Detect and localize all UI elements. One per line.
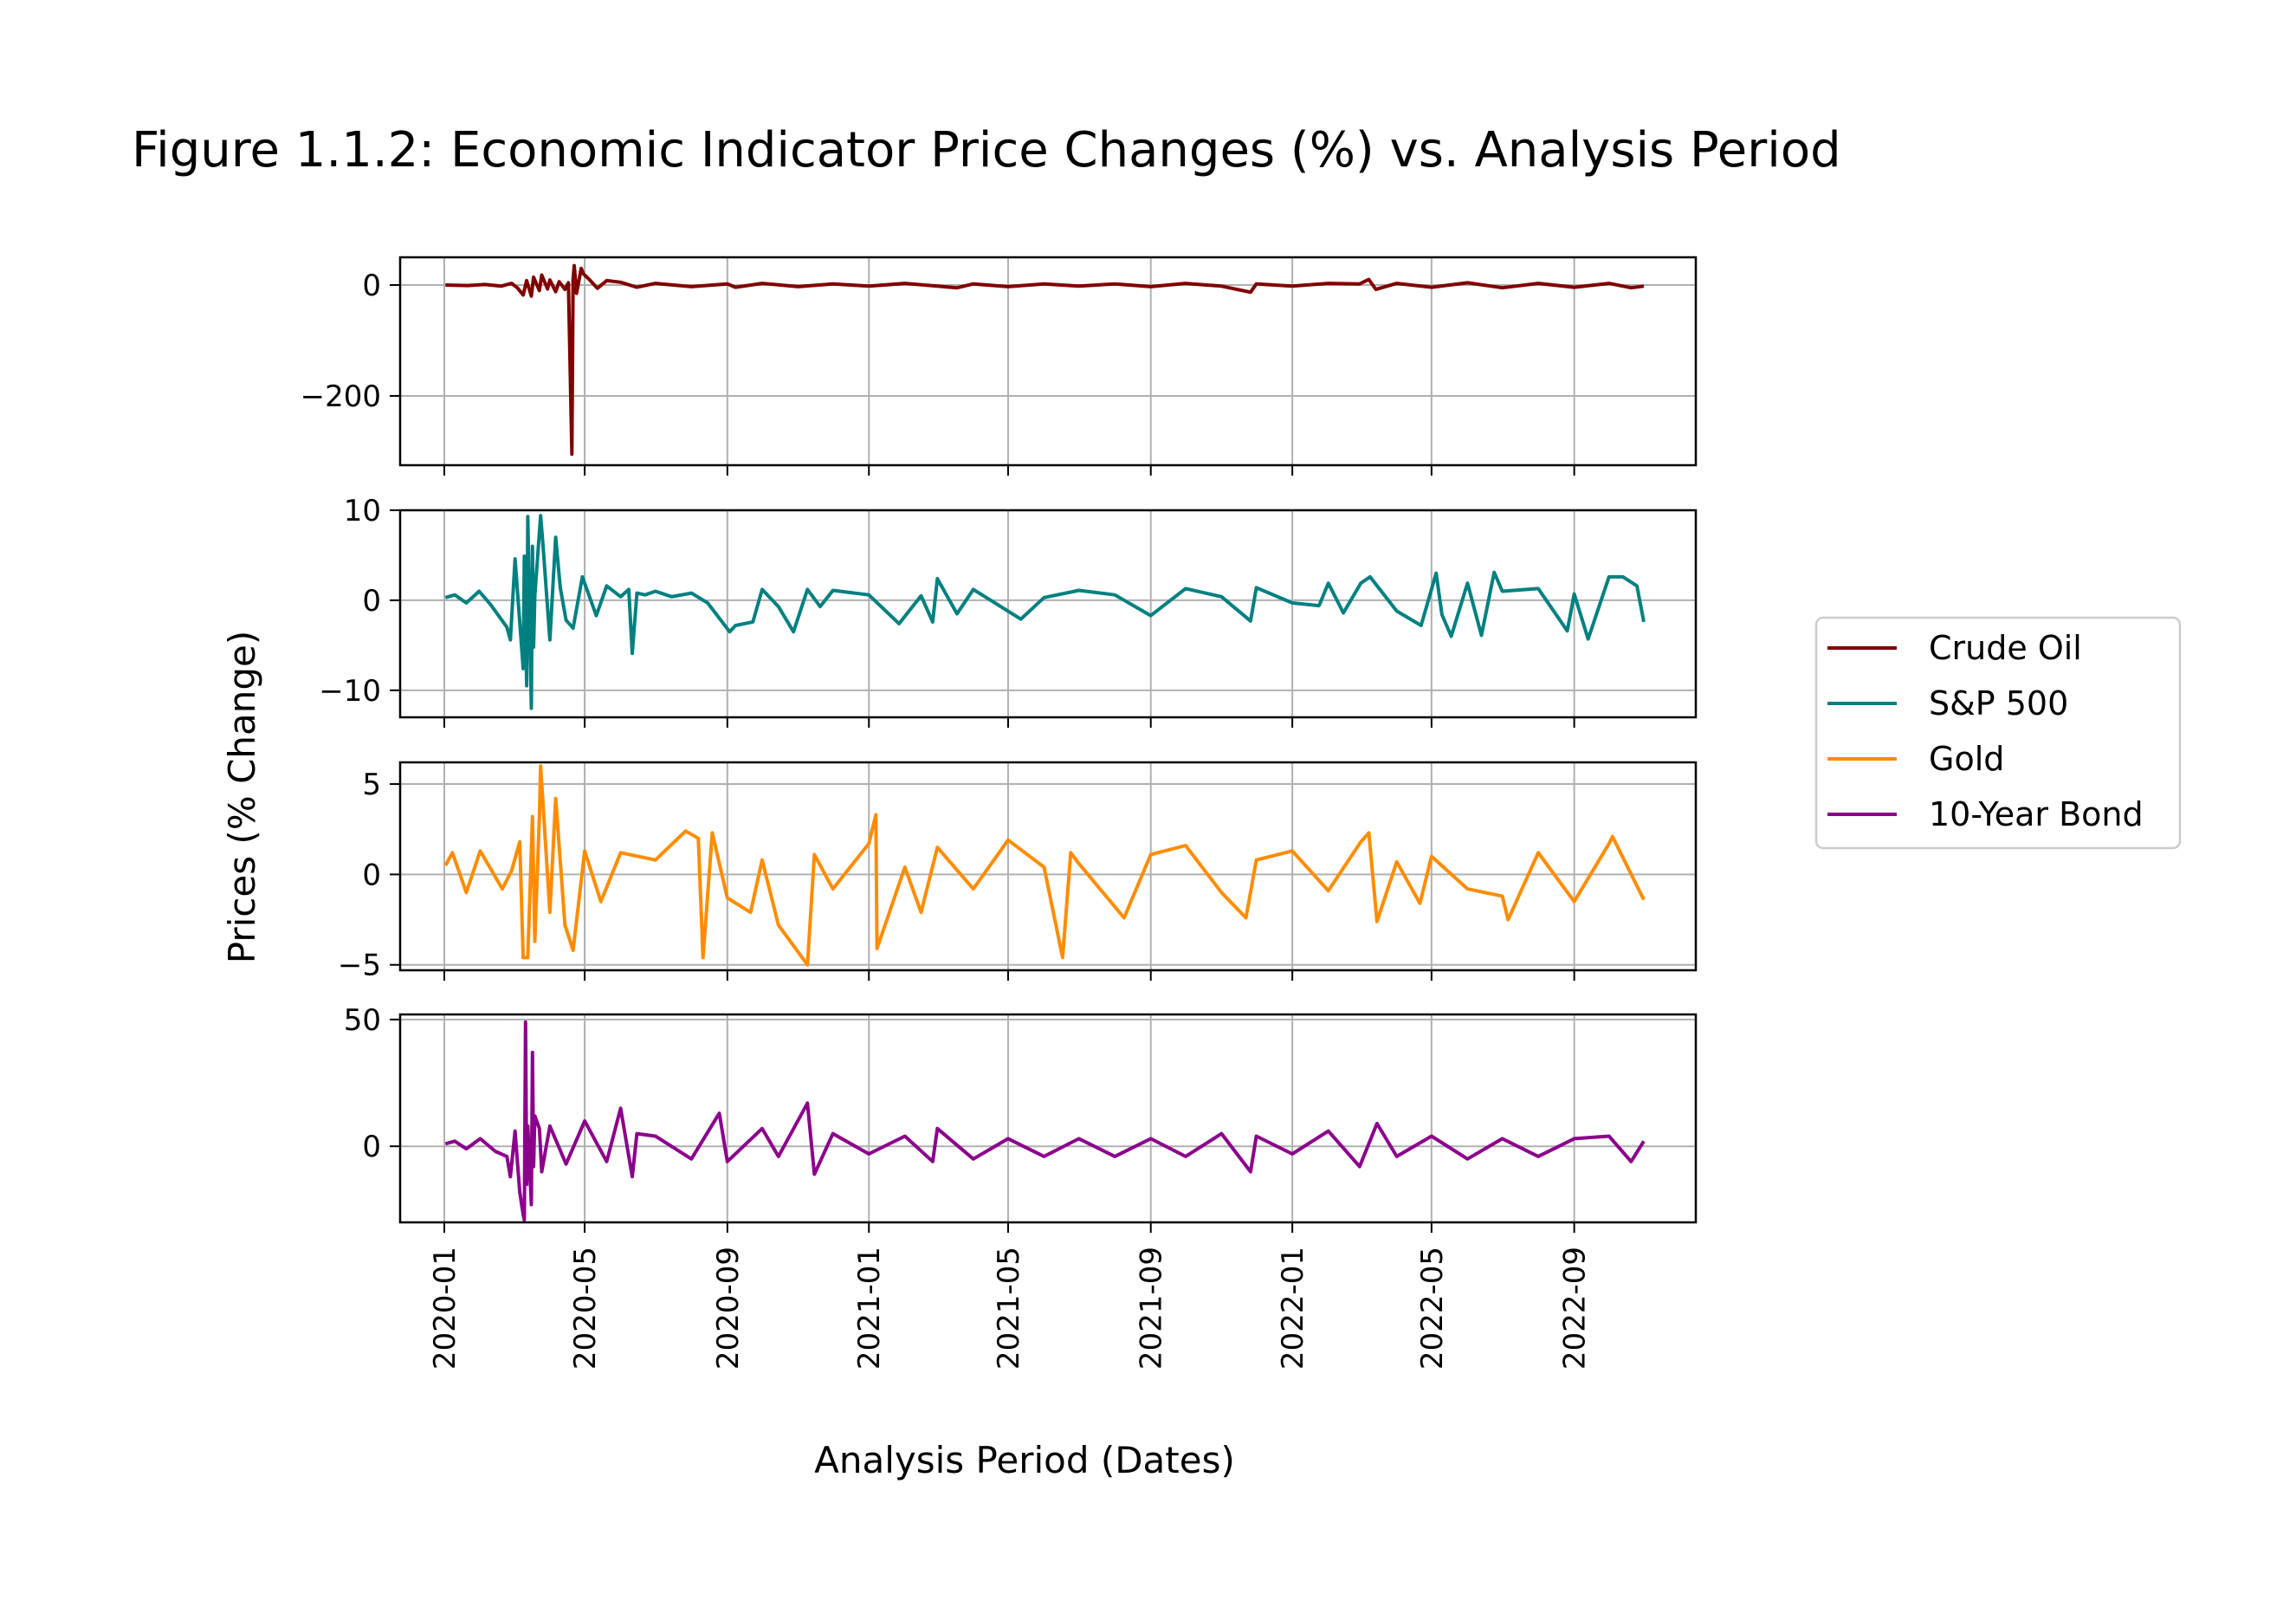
series-line-crude-oil <box>445 263 1645 457</box>
legend-frame <box>1814 616 2182 850</box>
y-tick-label: 0 <box>362 584 381 619</box>
legend-label: Gold <box>1929 740 2004 778</box>
x-tick-label: 2021-09 <box>1135 1247 1169 1370</box>
series-line-gold <box>443 764 1646 967</box>
x-tick-label: 2022-09 <box>1558 1247 1593 1370</box>
series-line-s-p-500 <box>444 514 1646 710</box>
y-tick-label: −10 <box>319 674 381 709</box>
x-tick-label: 2020-09 <box>711 1247 746 1370</box>
x-tick-label: 2021-05 <box>992 1247 1026 1370</box>
y-tick-label: 50 <box>344 1003 381 1038</box>
y-tick-label: −5 <box>338 949 381 983</box>
y-tick-label: 10 <box>344 494 381 528</box>
x-tick-label: 2020-05 <box>568 1247 603 1370</box>
subplot-2: 10 0 −10 <box>319 494 1698 728</box>
x-tick-label: 2021-01 <box>852 1247 887 1370</box>
subplot-1: 0 −200 <box>301 256 1698 476</box>
subplot-4: 50 0 <box>344 1003 1698 1233</box>
x-axis-label: Analysis Period (Dates) <box>814 1439 1235 1481</box>
legend: Crude Oil S&P 500 Gold 10-Year Bond <box>1814 616 2182 850</box>
subplot-3: 5 0 −5 <box>338 761 1698 983</box>
subplot-frame <box>398 761 1698 972</box>
chart-title: Figure 1.1.2: Economic Indicator Price C… <box>132 122 1841 178</box>
x-tick-label: 2022-05 <box>1415 1247 1450 1370</box>
legend-label: Crude Oil <box>1929 629 2082 667</box>
y-tick-label: 5 <box>362 768 381 802</box>
y-tick-label: 0 <box>362 269 381 303</box>
y-axis-label: Prices (% Change) <box>221 631 263 964</box>
x-tick-label: 2020-01 <box>428 1247 462 1370</box>
subplot-frame <box>398 509 1698 719</box>
legend-label: 10-Year Bond <box>1929 795 2144 833</box>
y-tick-label: 0 <box>362 858 381 892</box>
subplot-frame <box>398 1013 1698 1224</box>
legend-label: S&P 500 <box>1929 684 2068 723</box>
y-tick-label: 0 <box>362 1130 381 1164</box>
x-axis-ticks: 2020-01 2020-05 2020-09 2021-01 2021-05 2021-… <box>428 1247 1593 1370</box>
series-line-10-year-bond <box>444 1020 1646 1222</box>
x-tick-label: 2022-01 <box>1276 1247 1310 1370</box>
y-tick-label: −200 <box>301 379 381 414</box>
subplot-frame <box>398 256 1698 467</box>
